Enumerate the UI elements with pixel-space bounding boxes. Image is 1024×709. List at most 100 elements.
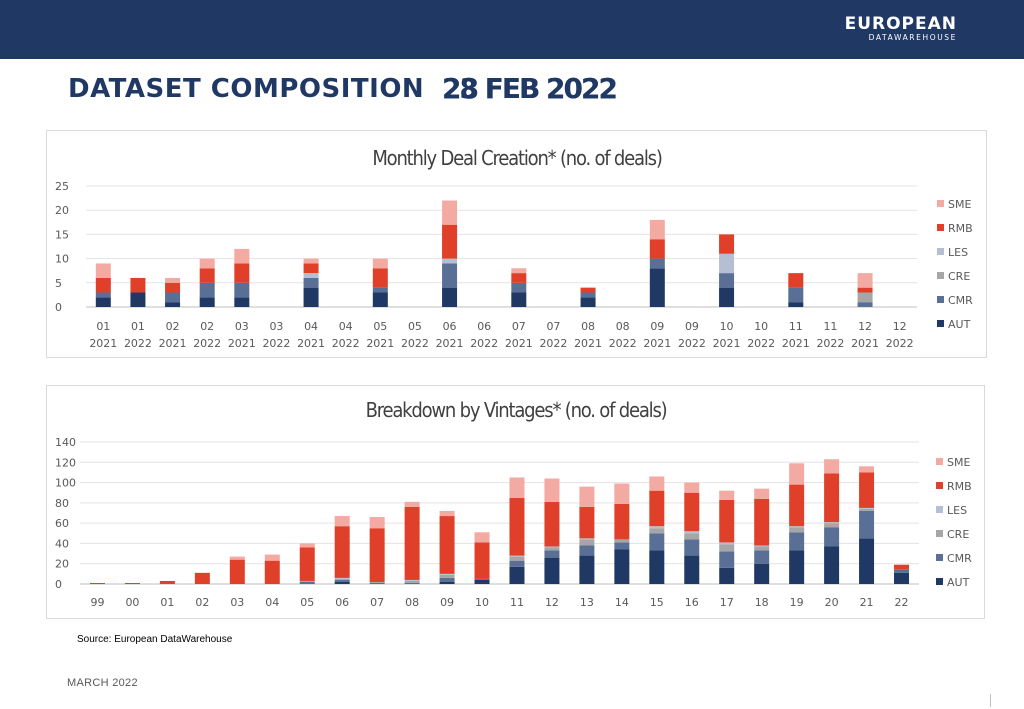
bar-segment-sme xyxy=(234,248,250,264)
bar-segment-aut xyxy=(649,550,665,584)
x-tick-label: 07 xyxy=(370,596,384,609)
x-tick-label: 17 xyxy=(720,596,734,609)
x-tick-label-year: 2022 xyxy=(470,337,498,350)
bar-segment-sme xyxy=(754,488,770,499)
x-tick-label: 19 xyxy=(790,596,804,609)
bar-segment-cre xyxy=(857,292,873,303)
x-tick-label-month: 03 xyxy=(269,320,283,333)
logo-sub-text: DATAWAREHOUSE xyxy=(868,33,957,42)
bar-segment-rmb xyxy=(159,580,175,584)
bar-segment-sme xyxy=(165,277,181,283)
x-tick-label-month: 12 xyxy=(893,320,907,333)
bar-segment-sme xyxy=(474,532,490,543)
y-tick-label: 5 xyxy=(55,277,62,290)
x-tick-label-year: 2021 xyxy=(366,337,394,350)
y-tick-label: 15 xyxy=(55,228,69,241)
x-tick-label-month: 11 xyxy=(789,320,803,333)
y-tick-label: 60 xyxy=(55,517,69,530)
y-tick-label: 0 xyxy=(55,578,62,591)
bar-segment-les xyxy=(303,273,319,278)
y-tick-label: 140 xyxy=(55,436,76,449)
legend-label-aut: AUT xyxy=(948,318,971,331)
page-corner-mark xyxy=(990,694,991,707)
bar-segment-cre xyxy=(579,539,595,546)
y-tick-label: 100 xyxy=(55,477,76,490)
x-tick-label: 21 xyxy=(860,596,874,609)
source-note: Source: European DataWarehouse xyxy=(77,634,233,645)
bar-segment-aut xyxy=(789,550,805,584)
x-tick-label-month: 05 xyxy=(408,320,422,333)
bar-segment-rmb xyxy=(229,559,245,584)
bar-segment-rmb xyxy=(859,472,875,508)
x-tick-label: 11 xyxy=(510,596,524,609)
bar-segment-cre xyxy=(684,533,700,540)
bar-segment-aut xyxy=(303,287,319,307)
bar-segment-aut xyxy=(199,297,215,307)
bar-segment-sme xyxy=(511,268,527,274)
x-tick-label: 22 xyxy=(895,596,909,609)
legend-label-les: LES xyxy=(948,246,968,259)
bar-segment-cre xyxy=(719,544,735,552)
x-tick-label-year: 2021 xyxy=(851,337,879,350)
bar-segment-les xyxy=(579,538,595,540)
bar-segment-aut xyxy=(614,549,630,584)
bar-segment-rmb xyxy=(264,560,280,584)
bar-segment-rmb xyxy=(124,582,140,584)
vintage-breakdown-chart-panel: Breakdown by Vintages* (no. of deals) 0 20… xyxy=(46,385,985,619)
x-tick-label-month: 12 xyxy=(858,320,872,333)
x-tick-label-year: 2021 xyxy=(228,337,256,350)
bar-segment-rmb xyxy=(857,287,873,293)
bar-segment-les xyxy=(789,526,805,528)
x-tick-label: 04 xyxy=(265,596,279,609)
bar-segment-cmr xyxy=(719,273,735,288)
vintage-breakdown-chart: Breakdown by Vintages* (no. of deals)020… xyxy=(55,398,972,609)
bar-segment-rmb xyxy=(404,506,420,580)
x-tick-label-year: 2021 xyxy=(159,337,187,350)
bar-segment-sme xyxy=(334,516,350,527)
bar-segment-aut xyxy=(439,581,455,584)
bar-segment-sme xyxy=(579,486,595,507)
bar-segment-rmb xyxy=(372,268,388,288)
x-tick-label-year: 2022 xyxy=(678,337,706,350)
bar-segment-sme xyxy=(199,258,215,269)
x-tick-label-year: 2021 xyxy=(643,337,671,350)
bar-segment-sme xyxy=(509,477,525,498)
bar-segment-cmr xyxy=(511,282,527,293)
bar-segment-cmr xyxy=(544,550,560,558)
bar-segment-sme xyxy=(859,466,875,473)
bar-segment-sme xyxy=(404,501,420,507)
x-tick-label: 99 xyxy=(90,596,104,609)
bar-segment-cmr xyxy=(824,527,840,547)
x-tick-label: 09 xyxy=(440,596,454,609)
bar-segment-cmr xyxy=(439,577,455,582)
legend-swatch-sme xyxy=(936,458,943,465)
legend-label-rmb: RMB xyxy=(947,480,972,493)
bar-segment-sme xyxy=(229,556,245,560)
bar-segment-sme xyxy=(303,258,319,264)
bar-segment-aut xyxy=(754,563,770,584)
bar-segment-rmb xyxy=(334,526,350,578)
x-tick-label-year: 2021 xyxy=(782,337,810,350)
bar-segment-cmr xyxy=(334,579,350,582)
legend-swatch-cre xyxy=(936,530,943,537)
bar-segment-sme xyxy=(719,490,735,500)
legend-swatch-rmb xyxy=(936,482,943,489)
bar-segment-rmb xyxy=(234,263,250,283)
bar-segment-aut xyxy=(859,538,875,584)
x-tick-label-year: 2021 xyxy=(436,337,464,350)
x-tick-label: 03 xyxy=(230,596,244,609)
x-tick-label: 18 xyxy=(755,596,769,609)
bar-segment-cre xyxy=(859,508,875,511)
bar-segment-cre xyxy=(614,539,630,543)
legend-label-sme: SME xyxy=(948,198,971,211)
bar-segment-rmb xyxy=(509,497,525,556)
bar-segment-aut xyxy=(824,546,840,584)
bar-segment-aut xyxy=(579,555,595,584)
bar-segment-sme xyxy=(299,543,315,548)
bar-segment-cre xyxy=(334,578,350,580)
x-tick-label-year: 2022 xyxy=(539,337,567,350)
bar-segment-cmr xyxy=(788,287,804,303)
x-tick-label-month: 02 xyxy=(166,320,180,333)
x-tick-label: 02 xyxy=(195,596,209,609)
bar-segment-rmb xyxy=(369,528,385,582)
